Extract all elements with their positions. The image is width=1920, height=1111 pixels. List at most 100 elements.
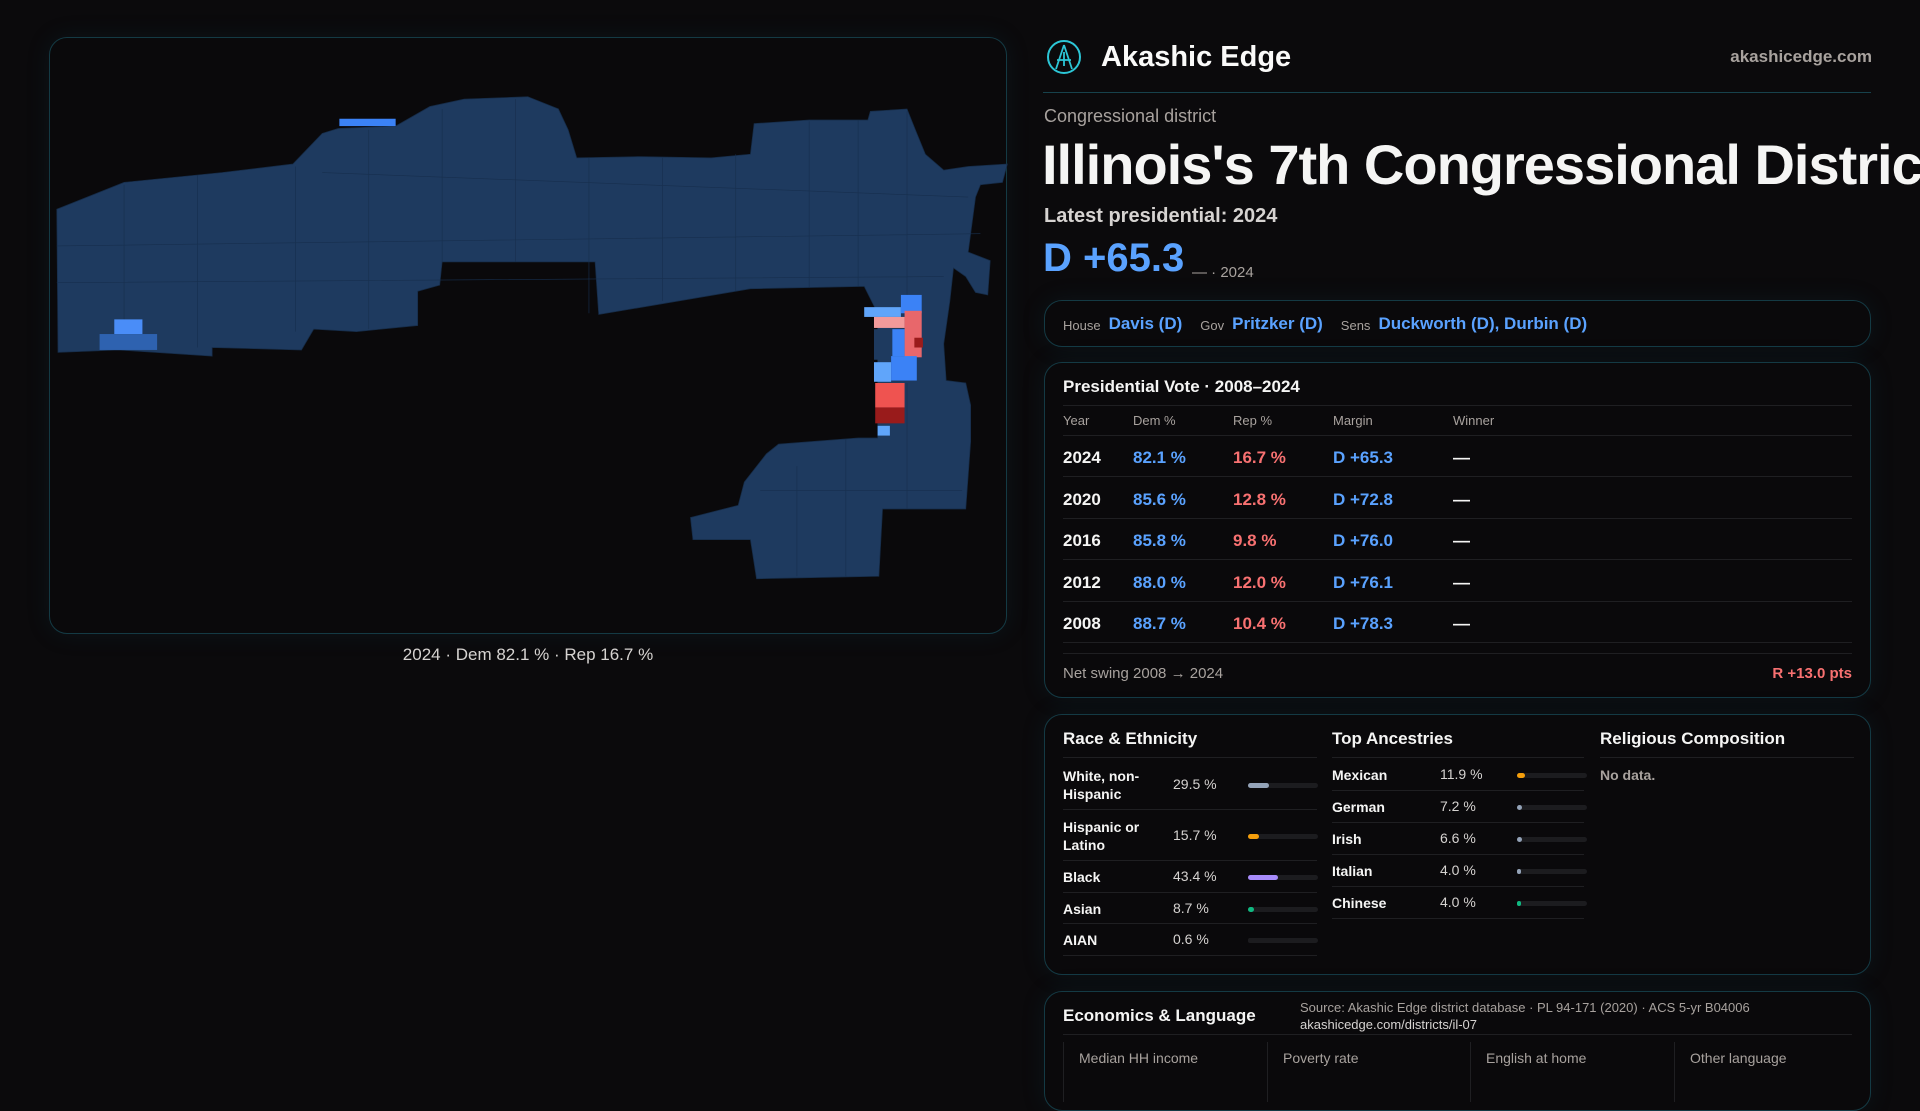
median-income-label: Median HH income (1079, 1050, 1199, 1066)
page-title: Illinois's 7th Congressional District (1042, 133, 1920, 196)
cell-winner: — (1453, 572, 1470, 592)
item-label: Italian (1332, 863, 1373, 879)
col-margin: Margin (1333, 413, 1373, 428)
district-type: Congressional district (1044, 106, 1217, 126)
district-map[interactable] (49, 37, 1008, 635)
item-percent: 4.0 % (1440, 862, 1476, 878)
divider (1063, 1034, 1852, 1035)
cell-year: 2020 (1063, 489, 1101, 509)
net-swing-value: R +13.0 pts (1772, 665, 1852, 682)
headline-margin-year: — · 2024 (1192, 264, 1254, 281)
precinct (99, 334, 158, 350)
col-rep: Rep % (1233, 413, 1273, 428)
sens-label: Sens (1340, 318, 1371, 333)
item-label: Asian (1063, 900, 1102, 917)
brand-name: Akashic Edge (1101, 40, 1292, 73)
econ-title: Economics & Language (1063, 1006, 1256, 1025)
divider (1470, 1042, 1471, 1102)
table-row: 2008 88.7 % 10.4 % D +78.3 — (1063, 602, 1852, 643)
house-rep[interactable]: Davis (D) (1108, 313, 1183, 333)
list-item: White, non-Hispanic 29.5 % (1063, 759, 1318, 810)
precinct (339, 118, 396, 127)
gov-label: Gov (1200, 318, 1225, 333)
item-percent: 8.7 % (1173, 899, 1209, 916)
item-bar (1517, 773, 1587, 778)
governor[interactable]: Pritzker (D) (1232, 313, 1323, 333)
religion-title: Religious Composition (1600, 729, 1786, 748)
latest-presidential: Latest presidential: 2024 (1044, 205, 1278, 227)
col-year: Year (1063, 413, 1090, 428)
demographics-card: Race & Ethnicity White, non-Hispanic 29.5… (1044, 714, 1871, 975)
cell-dem: 88.0 % (1133, 572, 1186, 592)
presidential-vote-card: Presidential Vote · 2008–2024 Year Dem %… (1044, 362, 1871, 698)
brand[interactable]: Akashic Edge (1045, 38, 1291, 76)
precinct (900, 294, 922, 314)
cell-year: 2012 (1063, 572, 1101, 592)
precinct (873, 329, 893, 360)
headline-margin: D +65.3 (1043, 236, 1185, 280)
map-caption: 2024 · Dem 82.1 % · Rep 16.7 % (402, 645, 654, 664)
precinct-map[interactable] (50, 38, 1008, 635)
precinct-lines (56, 99, 981, 577)
item-percent: 11.9 % (1440, 766, 1483, 782)
cell-margin: D +78.3 (1333, 614, 1394, 633)
list-item: Mexican 11.9 % (1332, 759, 1587, 791)
cell-margin: D +72.8 (1333, 489, 1394, 509)
cell-year: 2016 (1063, 531, 1101, 550)
item-bar-fill (1517, 901, 1521, 906)
district-shape (56, 96, 1008, 580)
item-percent: 29.5 % (1173, 775, 1217, 792)
officials-bar: House Davis (D) Gov Pritzker (D) Sens Du… (1044, 300, 1871, 347)
item-percent: 6.6 % (1440, 830, 1476, 846)
item-bar-fill (1517, 869, 1521, 874)
item-label: Irish (1332, 831, 1362, 847)
table-row: 2024 82.1 % 16.7 % D +65.3 — (1063, 436, 1852, 477)
item-bar-fill (1248, 833, 1259, 839)
item-label: AIAN (1063, 932, 1098, 948)
item-bar-fill (1248, 782, 1269, 788)
list-item: Black 43.4 % (1063, 861, 1318, 893)
item-bar (1248, 875, 1318, 880)
divider (1063, 653, 1852, 654)
poverty-label: Poverty rate (1283, 1050, 1359, 1066)
list-item: Italian 4.0 % (1332, 855, 1587, 887)
religion-empty: No data. (1600, 767, 1656, 783)
senators[interactable]: Duckworth (D), Durbin (D) (1378, 313, 1588, 333)
precinct (875, 382, 905, 408)
cell-margin: D +76.0 (1333, 531, 1394, 550)
list-item: Hispanic or Latino 15.7 % (1063, 810, 1318, 861)
other-language-label: Other language (1690, 1050, 1787, 1066)
divider (1063, 405, 1852, 406)
table-row: 2012 88.0 % 12.0 % D +76.1 — (1063, 561, 1852, 602)
table-row: 2020 85.6 % 12.8 % D +72.8 — (1063, 478, 1852, 519)
list-item: AIAN 0.6 % (1063, 924, 1318, 956)
item-percent: 7.2 % (1440, 798, 1476, 814)
item-label: Hispanic or Latino (1063, 818, 1140, 853)
item-bar-fill (1517, 837, 1522, 842)
item-bar-fill (1517, 805, 1523, 810)
item-percent: 15.7 % (1173, 826, 1217, 843)
site-link[interactable]: akashicedge.com (1730, 47, 1872, 66)
page-url[interactable]: akashicedge.com/districts/il-07 (1300, 1017, 1478, 1032)
item-bar-fill (1517, 773, 1526, 778)
house-label: House (1063, 318, 1101, 333)
divider (1674, 1042, 1675, 1102)
precinct (892, 329, 905, 357)
cell-dem: 85.6 % (1133, 489, 1186, 509)
item-bar (1517, 869, 1587, 874)
cell-margin: D +65.3 (1333, 448, 1394, 467)
divider (1600, 757, 1854, 758)
divider (1063, 1042, 1064, 1102)
cell-dem: 82.1 % (1133, 448, 1186, 467)
cell-winner: — (1453, 531, 1470, 550)
precinct (877, 425, 890, 436)
cell-winner: — (1453, 614, 1470, 633)
precinct (891, 356, 917, 381)
item-bar-fill (1248, 875, 1279, 880)
item-bar (1248, 782, 1318, 788)
cell-rep: 12.8 % (1233, 489, 1286, 509)
card-title: Presidential Vote · 2008–2024 (1063, 377, 1300, 396)
item-label: Mexican (1332, 767, 1388, 783)
cell-rep: 16.7 % (1233, 448, 1286, 467)
item-label: Chinese (1332, 895, 1387, 911)
